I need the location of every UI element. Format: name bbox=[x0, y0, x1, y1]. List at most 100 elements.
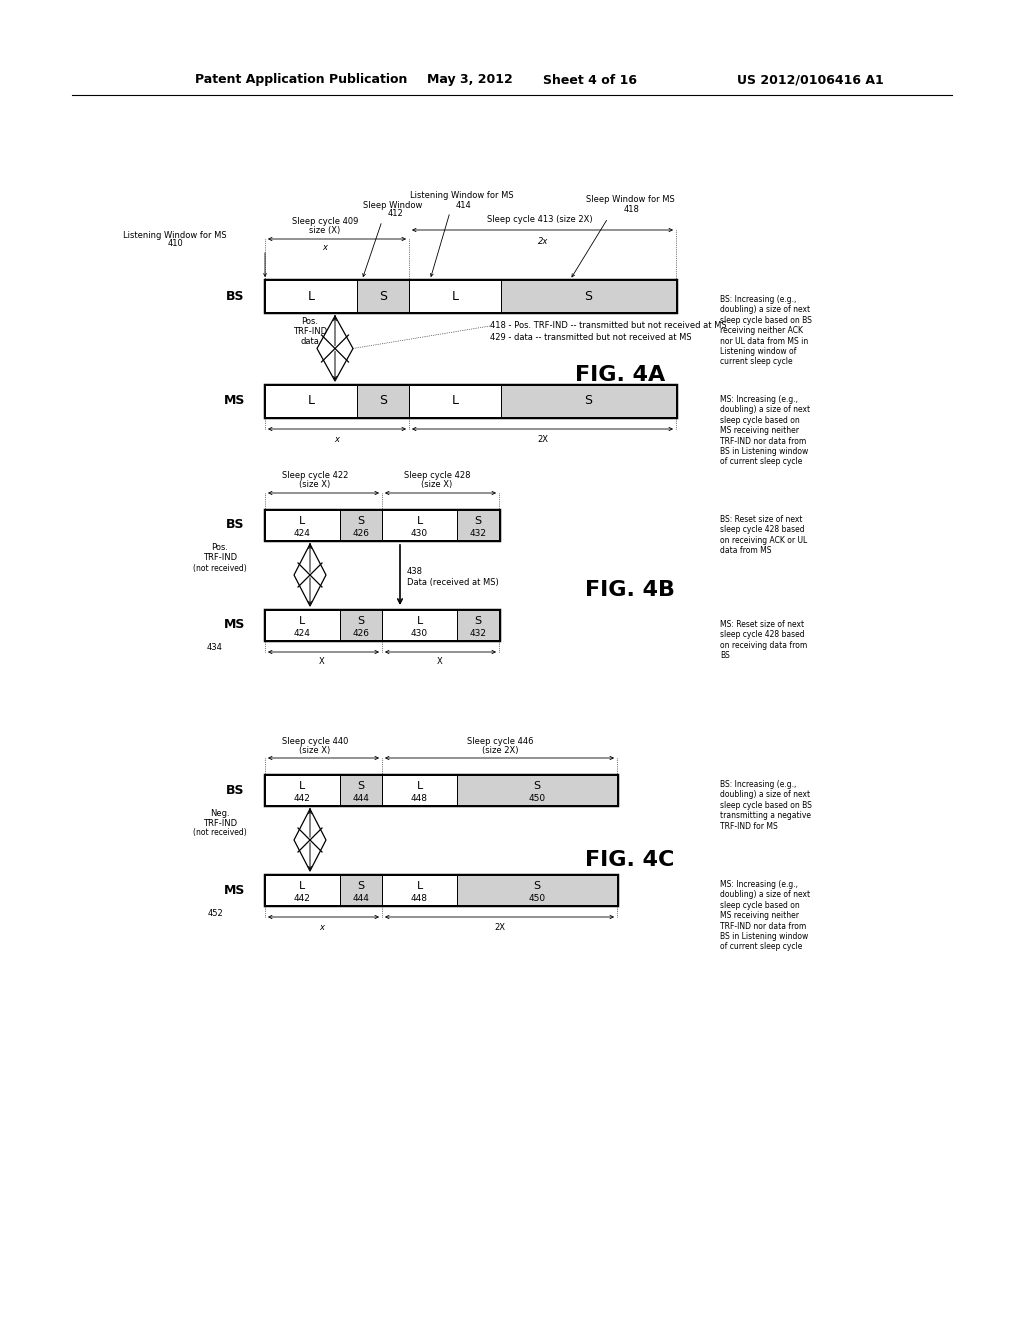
Text: S: S bbox=[534, 882, 541, 891]
Text: TRF-IND: TRF-IND bbox=[203, 553, 238, 562]
Text: 424: 424 bbox=[294, 628, 311, 638]
Text: Sleep Window: Sleep Window bbox=[364, 201, 423, 210]
Text: BS: Increasing (e.g.,
doubling) a size of next
sleep cycle based on BS
receiving: BS: Increasing (e.g., doubling) a size o… bbox=[720, 294, 812, 367]
Text: Listening Window for MS: Listening Window for MS bbox=[411, 191, 514, 201]
Text: Listening Window for MS: Listening Window for MS bbox=[123, 231, 226, 239]
Text: S: S bbox=[357, 882, 365, 891]
Text: L: L bbox=[452, 395, 459, 408]
Bar bbox=[409, 385, 501, 417]
Text: L: L bbox=[299, 882, 305, 891]
Text: 438: 438 bbox=[407, 566, 423, 576]
Text: MS: MS bbox=[224, 395, 246, 408]
Bar bbox=[457, 875, 617, 906]
Text: 444: 444 bbox=[352, 793, 370, 803]
Text: 424: 424 bbox=[294, 529, 311, 539]
Text: L: L bbox=[452, 289, 459, 302]
Text: S: S bbox=[357, 616, 365, 627]
Text: L: L bbox=[417, 516, 423, 527]
Bar bbox=[340, 875, 382, 906]
Text: data: data bbox=[301, 338, 319, 346]
Text: L: L bbox=[307, 289, 314, 302]
Bar bbox=[265, 385, 676, 417]
Text: BS: BS bbox=[225, 289, 245, 302]
Text: BS: BS bbox=[225, 519, 245, 532]
Text: FIG. 4A: FIG. 4A bbox=[574, 366, 666, 385]
Text: 2X: 2X bbox=[538, 434, 549, 444]
Bar bbox=[382, 875, 457, 906]
Bar bbox=[357, 385, 409, 417]
Bar bbox=[457, 610, 499, 640]
Text: Sleep cycle 428: Sleep cycle 428 bbox=[403, 471, 470, 480]
Text: Pos.: Pos. bbox=[301, 318, 318, 326]
Text: (size X): (size X) bbox=[299, 480, 331, 490]
Text: S: S bbox=[357, 781, 365, 792]
Text: 2x: 2x bbox=[538, 238, 548, 247]
Text: MS: Increasing (e.g.,
doubling) a size of next
sleep cycle based on
MS receiving: MS: Increasing (e.g., doubling) a size o… bbox=[720, 880, 810, 952]
Text: FIG. 4C: FIG. 4C bbox=[586, 850, 675, 870]
Text: 442: 442 bbox=[294, 894, 311, 903]
Bar bbox=[265, 280, 357, 312]
Text: X: X bbox=[437, 657, 442, 667]
Text: (size X): (size X) bbox=[421, 480, 453, 490]
Text: BS: BS bbox=[225, 784, 245, 796]
Text: 452: 452 bbox=[207, 908, 223, 917]
Text: (size X): (size X) bbox=[299, 746, 331, 755]
Text: 426: 426 bbox=[352, 529, 370, 539]
Text: Sleep cycle 440: Sleep cycle 440 bbox=[282, 737, 348, 746]
Text: 434: 434 bbox=[207, 644, 223, 652]
Text: size (X): size (X) bbox=[309, 226, 341, 235]
Bar bbox=[382, 775, 457, 805]
Text: 450: 450 bbox=[528, 894, 546, 903]
Text: BS: Reset size of next
sleep cycle 428 based
on receiving ACK or UL
data from MS: BS: Reset size of next sleep cycle 428 b… bbox=[720, 515, 807, 556]
Text: MS: MS bbox=[224, 883, 246, 896]
Text: S: S bbox=[379, 289, 387, 302]
Text: 442: 442 bbox=[294, 793, 311, 803]
Text: 410: 410 bbox=[167, 239, 183, 248]
Bar bbox=[265, 385, 357, 417]
Text: Sleep cycle 446: Sleep cycle 446 bbox=[467, 737, 534, 746]
Text: BS: Increasing (e.g.,
doubling) a size of next
sleep cycle based on BS
transmitt: BS: Increasing (e.g., doubling) a size o… bbox=[720, 780, 812, 830]
Text: 418: 418 bbox=[624, 206, 640, 214]
Bar bbox=[265, 875, 617, 906]
Text: Sheet 4 of 16: Sheet 4 of 16 bbox=[543, 74, 637, 87]
Bar bbox=[457, 775, 617, 805]
Text: L: L bbox=[417, 882, 423, 891]
Text: S: S bbox=[534, 781, 541, 792]
Text: 430: 430 bbox=[411, 628, 428, 638]
Bar bbox=[265, 510, 499, 540]
Bar bbox=[265, 775, 617, 805]
Bar bbox=[265, 510, 340, 540]
Text: MS: Reset size of next
sleep cycle 428 based
on receiving data from
BS: MS: Reset size of next sleep cycle 428 b… bbox=[720, 620, 807, 660]
Bar bbox=[357, 280, 409, 312]
Bar bbox=[382, 610, 457, 640]
Bar bbox=[409, 280, 501, 312]
Text: L: L bbox=[299, 781, 305, 792]
Text: L: L bbox=[307, 395, 314, 408]
Text: FIG. 4B: FIG. 4B bbox=[585, 579, 675, 601]
Text: (not received): (not received) bbox=[194, 829, 247, 837]
Text: 426: 426 bbox=[352, 628, 370, 638]
Text: 412: 412 bbox=[387, 210, 402, 219]
Bar bbox=[265, 610, 340, 640]
Bar bbox=[340, 775, 382, 805]
Bar bbox=[340, 510, 382, 540]
Bar bbox=[382, 510, 457, 540]
Text: Sleep cycle 413 (size 2X): Sleep cycle 413 (size 2X) bbox=[487, 215, 593, 224]
Text: Sleep Window for MS: Sleep Window for MS bbox=[586, 195, 675, 205]
Text: 429 - data -- transmitted but not received at MS: 429 - data -- transmitted but not receiv… bbox=[490, 334, 691, 342]
Text: (not received): (not received) bbox=[194, 564, 247, 573]
Text: S: S bbox=[585, 289, 593, 302]
Text: S: S bbox=[379, 395, 387, 408]
Text: MS: Increasing (e.g.,
doubling) a size of next
sleep cycle based on
MS receiving: MS: Increasing (e.g., doubling) a size o… bbox=[720, 395, 810, 466]
Bar bbox=[501, 280, 676, 312]
Text: 430: 430 bbox=[411, 529, 428, 539]
Bar bbox=[265, 775, 340, 805]
Text: x: x bbox=[335, 434, 340, 444]
Text: x: x bbox=[323, 243, 328, 252]
Text: S: S bbox=[585, 395, 593, 408]
Text: 448: 448 bbox=[411, 894, 428, 903]
Text: Neg.: Neg. bbox=[210, 808, 229, 817]
Text: L: L bbox=[417, 616, 423, 627]
Bar bbox=[501, 385, 676, 417]
Text: X: X bbox=[319, 657, 325, 667]
